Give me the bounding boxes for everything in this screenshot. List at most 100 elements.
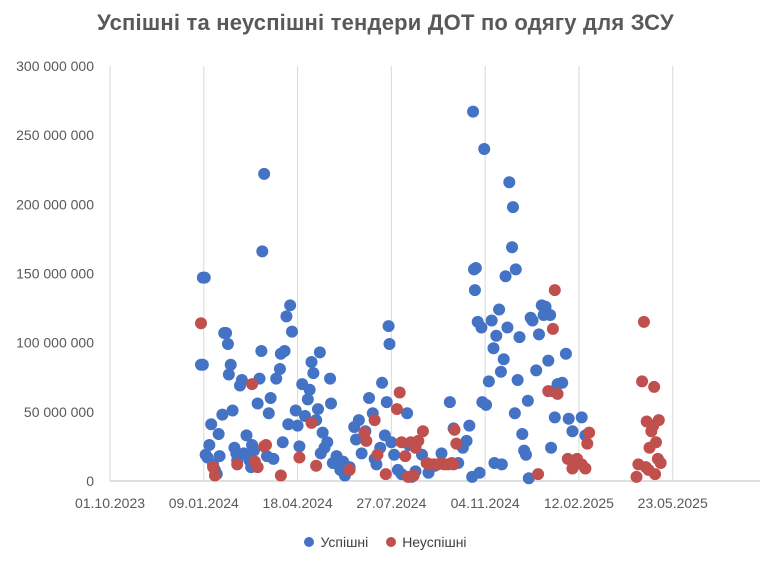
unsuccessful-point [246, 378, 259, 391]
successful-point [468, 284, 481, 297]
unsuccessful-point [639, 461, 652, 474]
x-tick-label: 12.02.2025 [544, 495, 614, 511]
successful-point [235, 374, 248, 387]
successful-point [380, 396, 393, 409]
successful-point [511, 374, 524, 387]
x-tick-label: 18.04.2024 [263, 495, 333, 511]
successful-point [350, 433, 363, 446]
unsuccessful-point [650, 436, 662, 449]
legend-label-unsuccessful: Неуспішні [402, 534, 467, 550]
successful-point [469, 261, 482, 274]
successful-point [516, 427, 529, 440]
successful-point [212, 427, 225, 440]
successful-point [352, 414, 365, 427]
successful-point [463, 419, 476, 432]
y-tick-label: 0 [86, 473, 94, 489]
unsuccessful-point [450, 437, 463, 450]
unsuccessful-point [395, 436, 408, 449]
successful-point [291, 419, 304, 432]
successful-point [478, 143, 491, 155]
successful-point [485, 314, 498, 327]
unsuccessful-point [648, 380, 661, 393]
unsuccessful-point [630, 470, 643, 483]
successful-point [196, 358, 209, 371]
y-tick-label: 100 000 000 [16, 335, 94, 351]
unsuccessful-point [293, 451, 306, 464]
successful-point [526, 314, 539, 327]
successful-point [548, 411, 561, 424]
successful-point [520, 448, 532, 461]
successful-point [273, 362, 286, 375]
chart-legend: Успішні Неуспішні [0, 534, 771, 550]
successful-point [255, 344, 268, 357]
successful-point [473, 466, 486, 479]
unsuccessful-point [371, 448, 384, 461]
y-tick-label: 250 000 000 [16, 127, 94, 143]
successful-point [222, 368, 235, 381]
successful-point [533, 328, 545, 341]
unsuccessful-point [542, 385, 555, 398]
successful-point [382, 320, 395, 333]
successful-point [216, 408, 229, 421]
legend-marker-unsuccessful [386, 537, 397, 547]
successful-point [213, 450, 226, 463]
successful-point [503, 176, 516, 189]
successful-point [337, 455, 350, 468]
unsuccessful-point [579, 462, 592, 475]
legend-item-successful: Успішні [304, 534, 368, 550]
successful-point [490, 329, 503, 342]
successful-point [545, 441, 558, 454]
successful-point [467, 105, 480, 118]
y-tick-label: 200 000 000 [16, 196, 94, 212]
x-tick-label: 09.01.2024 [169, 495, 239, 511]
successful-point [566, 425, 579, 438]
unsuccessful-point [251, 461, 264, 474]
unsuccessful-point [368, 414, 381, 427]
unsuccessful-point [399, 450, 412, 463]
successful-point [482, 375, 495, 388]
unsuccessful-point [532, 468, 545, 481]
successful-point [521, 394, 534, 407]
successful-point [224, 358, 237, 371]
unsuccessful-point [636, 375, 649, 388]
unsuccessful-point [305, 416, 318, 429]
successful-point [385, 436, 398, 449]
unsuccessful-point [654, 457, 667, 470]
y-tick-label: 150 000 000 [16, 266, 94, 282]
successful-point [355, 447, 368, 460]
successful-point [493, 303, 506, 316]
unsuccessful-point [581, 437, 594, 450]
successful-point [203, 439, 216, 452]
successful-point [226, 404, 239, 417]
successful-point [260, 450, 273, 463]
successful-point [497, 353, 510, 366]
successful-point [507, 201, 519, 214]
unsuccessful-point [546, 322, 559, 335]
unsuccessful-point [274, 469, 287, 482]
successful-point [270, 372, 283, 385]
x-tick-label: 23.05.2025 [638, 495, 708, 511]
successful-point [401, 407, 414, 420]
unsuccessful-point [551, 387, 564, 400]
successful-point [325, 397, 337, 410]
successful-point [506, 241, 519, 254]
x-tick-label: 27.07.2024 [356, 495, 426, 511]
successful-point [559, 347, 572, 360]
successful-point [509, 263, 522, 276]
successful-point [264, 392, 277, 404]
successful-point [508, 407, 521, 420]
y-tick-label: 50 000 000 [24, 404, 94, 420]
successful-point [256, 245, 269, 258]
successful-point [435, 447, 448, 460]
successful-point [286, 325, 298, 338]
legend-item-unsuccessful: Неуспішні [386, 534, 467, 550]
successful-point [230, 447, 243, 460]
unsuccessful-point [343, 463, 356, 476]
unsuccessful-point [407, 469, 420, 482]
unsuccessful-point [195, 317, 207, 330]
unsuccessful-point [208, 469, 221, 482]
successful-point [562, 412, 575, 425]
successful-point [501, 321, 514, 334]
x-tick-label: 04.11.2024 [451, 495, 520, 511]
